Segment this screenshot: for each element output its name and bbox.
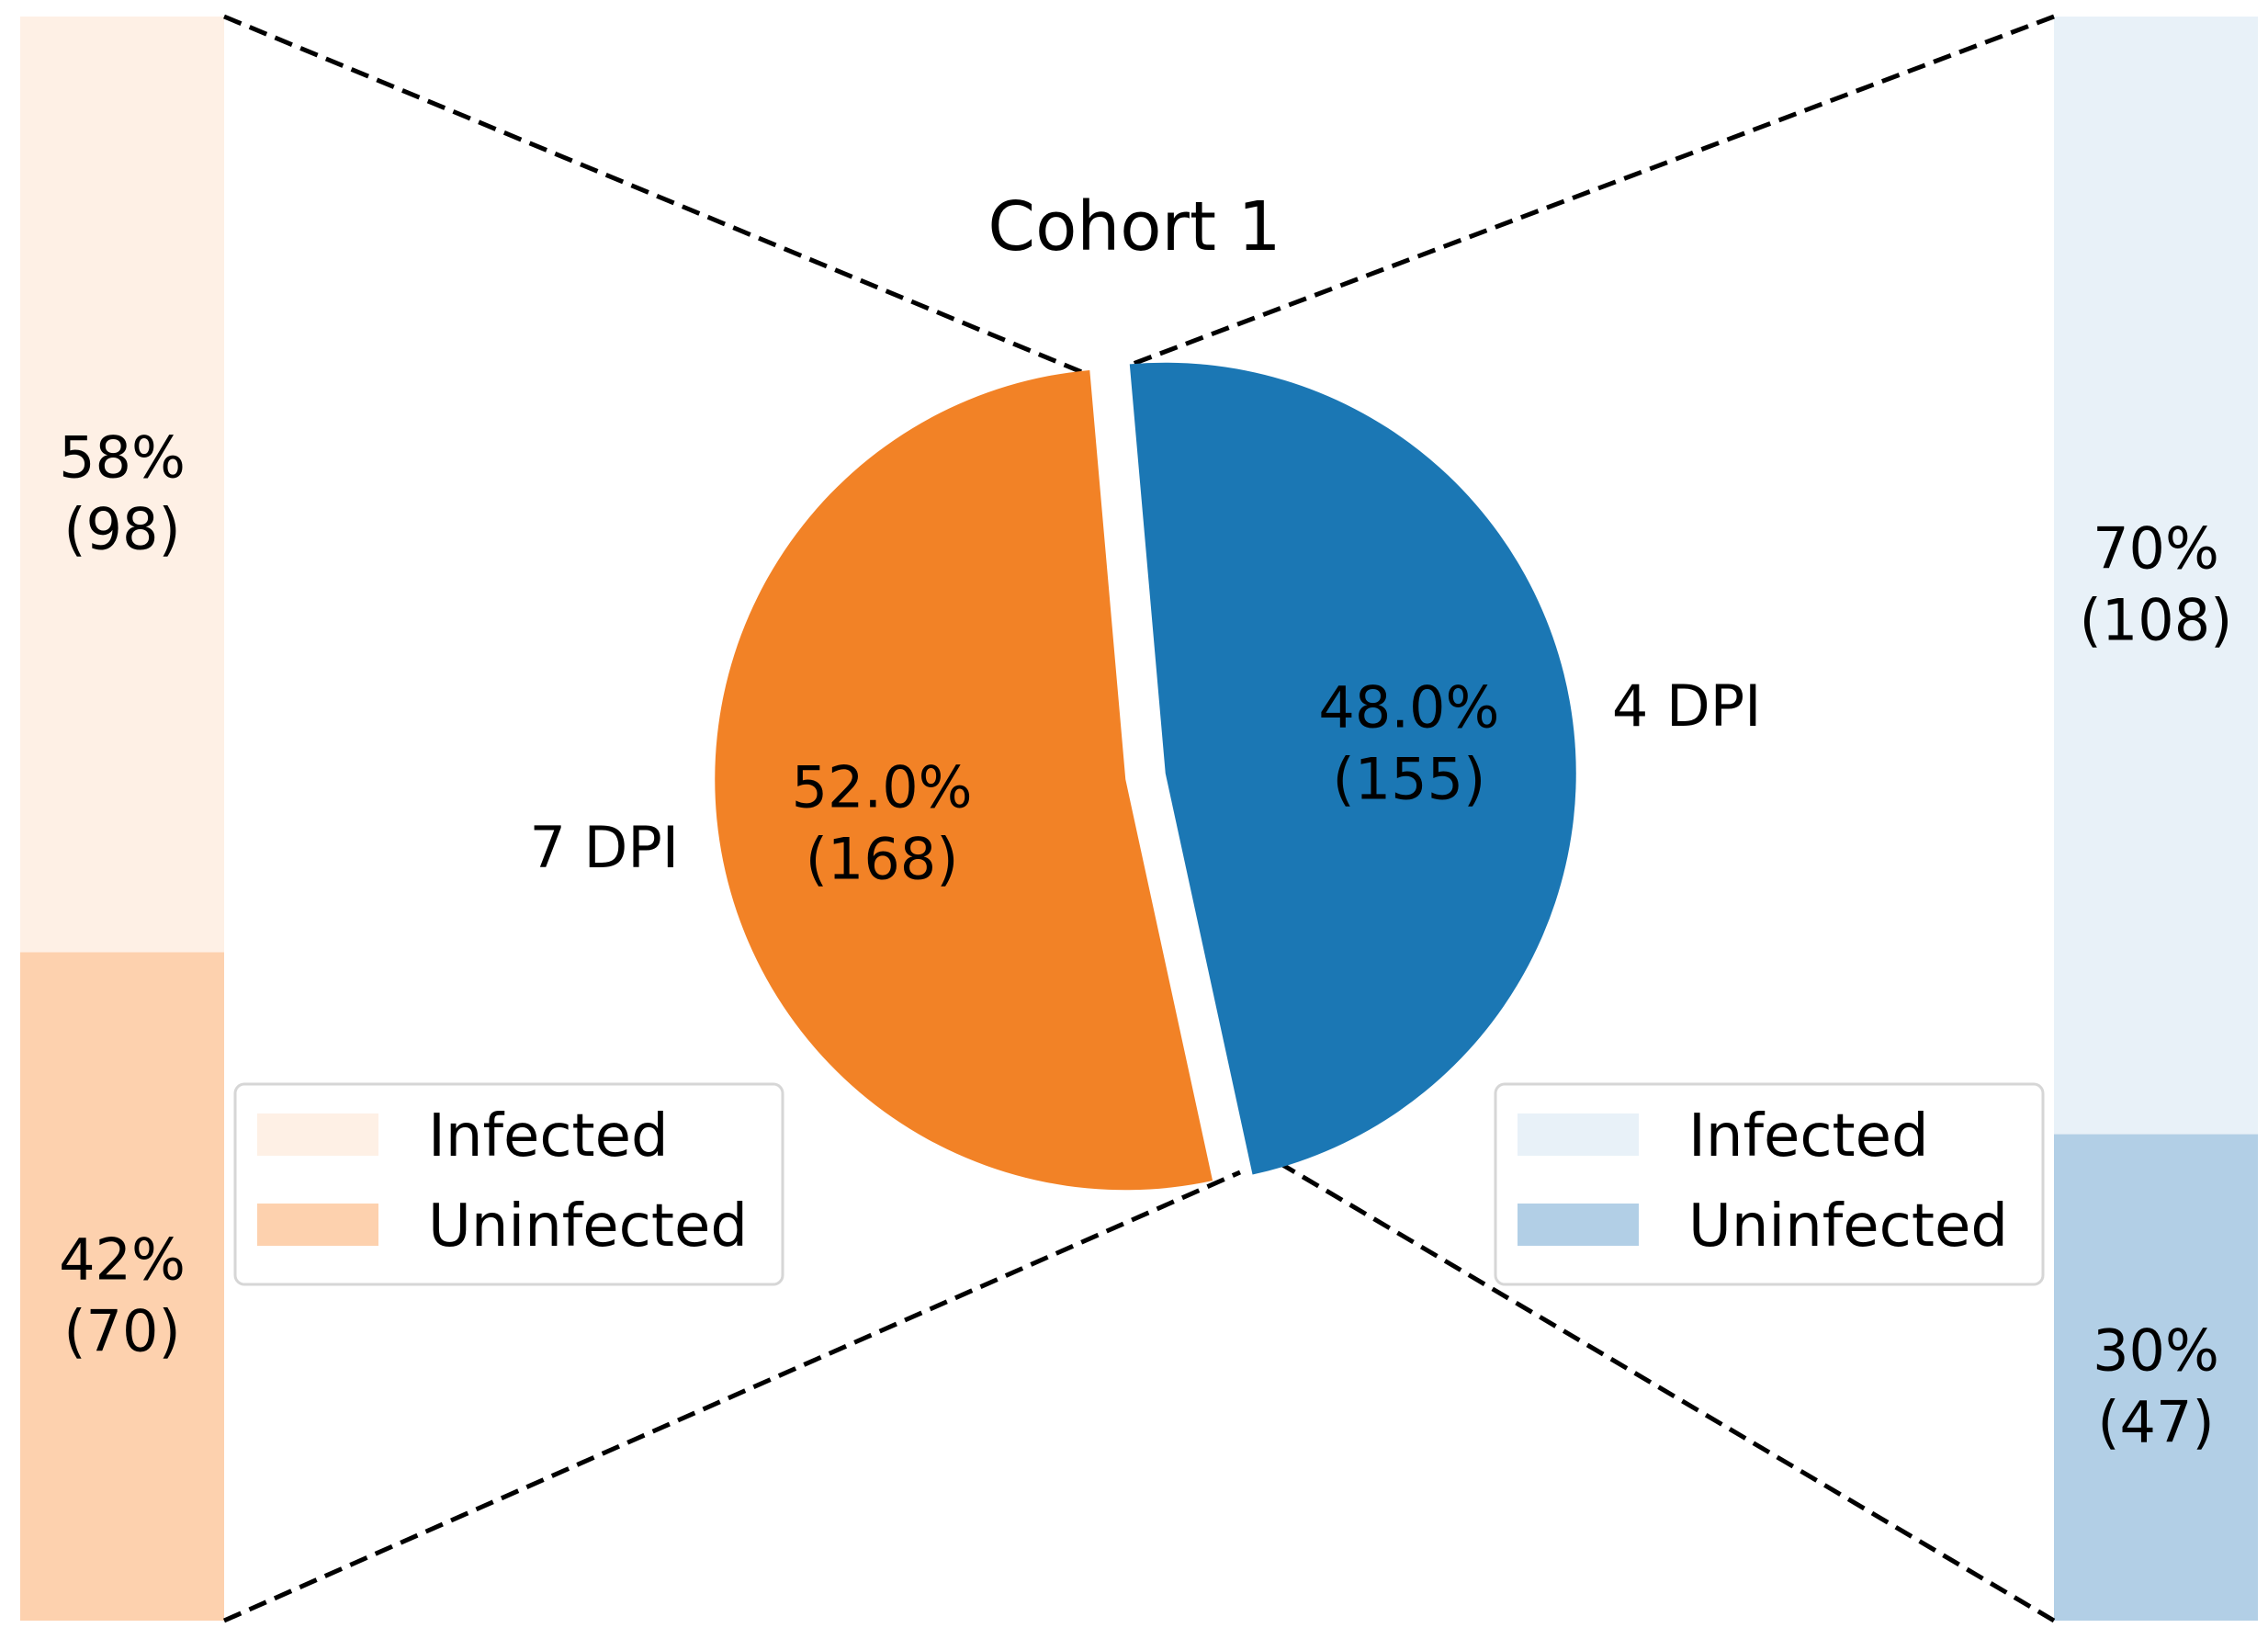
- right-bar-uninfected: [2054, 1134, 2258, 1621]
- pie-label-7dpi: 7 DPI: [530, 814, 680, 881]
- pie-slice-7dpi-count: (168): [806, 826, 959, 893]
- pie-slice-4dpi: [1129, 362, 1576, 1175]
- left-bar-uninfected: [20, 952, 224, 1621]
- right-bar-uninfected-pct: 30%: [2093, 1317, 2219, 1384]
- pie-slice-7dpi-pct: 52.0%: [792, 754, 973, 821]
- right-bar: 70% (108) 30% (47): [2054, 17, 2258, 1621]
- connector-lines: [222, 14, 2056, 1623]
- legend-right-infected-label: Infected: [1688, 1102, 1929, 1170]
- legend-left: Infected Uninfected: [233, 1082, 784, 1286]
- right-bar-uninfected-count: (47): [2097, 1388, 2214, 1455]
- left-bar: 58% (98) 42% (70): [20, 17, 224, 1621]
- left-bar-infected-count: (98): [63, 495, 180, 562]
- legend-left-uninfected-swatch: [257, 1204, 378, 1246]
- legend-left-infected-label: Infected: [428, 1102, 669, 1170]
- pie-slice-7dpi: [715, 369, 1213, 1191]
- left-bar-infected: [20, 17, 224, 953]
- legend-right-uninfected-label: Uninfected: [1688, 1193, 2008, 1260]
- pie: 48.0% (155) 52.0% (168) 4 DPI 7 DPI: [530, 362, 1762, 1191]
- legend-right-infected-swatch: [1518, 1113, 1639, 1156]
- legend-right: Infected Uninfected: [1494, 1082, 2045, 1286]
- legend-right-uninfected-swatch: [1518, 1204, 1639, 1246]
- chart-title: Cohort 1: [987, 187, 1281, 266]
- pie-slice-4dpi-pct: 48.0%: [1318, 673, 1499, 740]
- connector-left-bottom: [222, 1170, 1242, 1623]
- right-bar-infected: [2054, 17, 2258, 1135]
- connector-right-bottom: [1278, 1160, 2056, 1623]
- connector-left-top: [223, 14, 1089, 378]
- left-bar-infected-pct: 58%: [59, 424, 186, 491]
- left-bar-uninfected-pct: 42%: [59, 1226, 186, 1293]
- legend-left-infected-swatch: [257, 1113, 378, 1156]
- right-bar-infected-count: (108): [2080, 586, 2233, 653]
- right-bar-infected-pct: 70%: [2093, 514, 2219, 582]
- pie-label-4dpi: 4 DPI: [1612, 673, 1762, 740]
- pie-slice-4dpi-count: (155): [1333, 745, 1486, 812]
- legend-left-uninfected-label: Uninfected: [428, 1193, 748, 1260]
- left-bar-uninfected-count: (70): [63, 1297, 180, 1364]
